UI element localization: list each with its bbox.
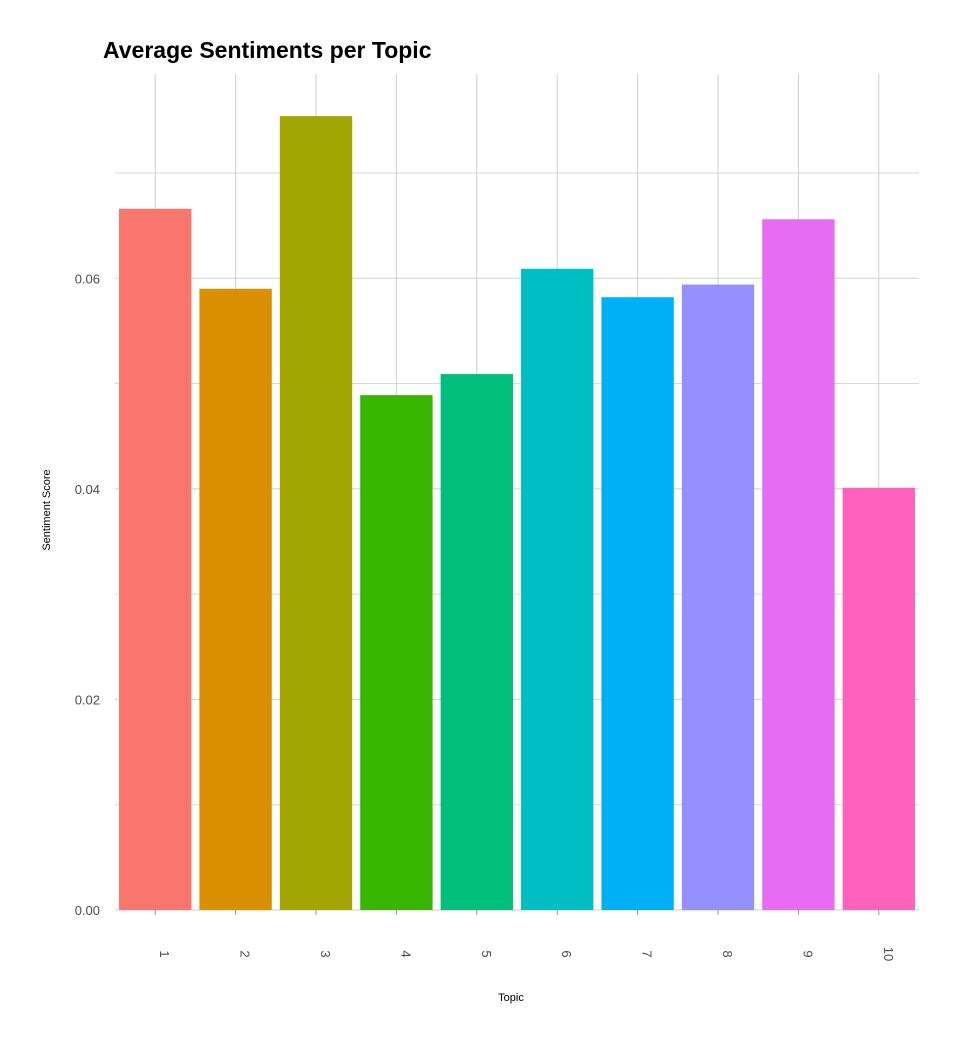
bar-topic-3: [279, 116, 353, 911]
x-tick-label: 1: [157, 950, 172, 957]
bars: [119, 116, 915, 911]
x-tick-label: 6: [559, 950, 574, 957]
bar-topic-2: [199, 288, 272, 911]
x-tick-label: 9: [800, 950, 815, 957]
y-tick-label: 0.04: [75, 482, 100, 497]
x-tick-label: 10: [881, 947, 896, 961]
bar-topic-8: [681, 284, 755, 910]
bar-topic-7: [601, 297, 674, 910]
y-axis-title: Sentiment Score: [41, 469, 53, 550]
x-tick-label: 8: [720, 950, 735, 957]
y-tick-label: 0.00: [75, 903, 100, 918]
bar-topic-4: [360, 395, 433, 910]
bar-topic-6: [521, 268, 594, 910]
x-tick-label: 3: [318, 950, 333, 957]
x-tick-label: 4: [398, 950, 413, 957]
x-tick-label: 7: [640, 950, 655, 957]
y-tick-label: 0.02: [75, 692, 100, 707]
bar-topic-10: [842, 487, 915, 910]
x-axis-ticks: 1 2 3 4 5 6 7 8 9 10: [154, 910, 896, 961]
y-tick-label: 0.06: [75, 271, 100, 286]
bar-topic-1: [119, 208, 192, 911]
bar-topic-9: [762, 219, 835, 910]
bar-topic-5: [440, 374, 513, 910]
x-axis-title: Topic: [498, 992, 524, 1004]
x-tick-label: 5: [479, 950, 494, 957]
chart-title: Average Sentiments per Topic: [103, 37, 432, 63]
y-axis-ticks: 0.00 0.02 0.04 0.06: [75, 271, 100, 918]
x-tick-label: 2: [238, 950, 253, 957]
